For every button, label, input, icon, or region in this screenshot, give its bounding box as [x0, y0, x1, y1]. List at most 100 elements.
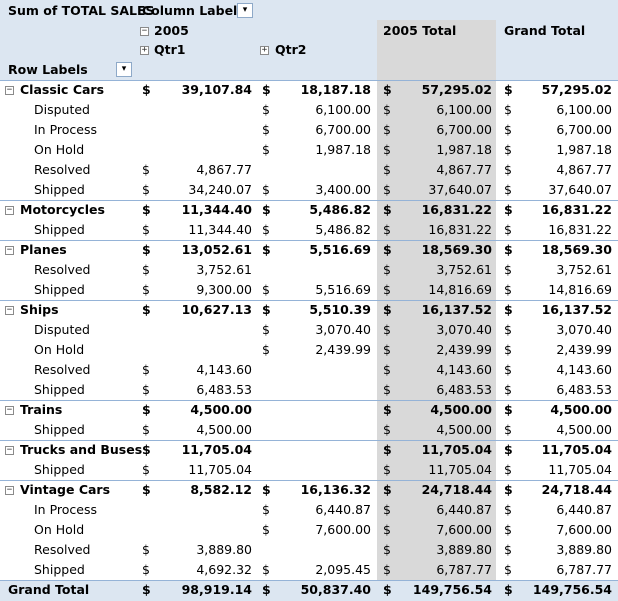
cell-qtr1[interactable]: 10,627.13: [181, 302, 252, 317]
collapse-row-icon[interactable]: −: [5, 305, 14, 315]
cell-grand-total[interactable]: 7,600.00: [556, 522, 612, 537]
cell-grand-total[interactable]: 37,640.07: [548, 182, 612, 197]
cell-grand-total[interactable]: 18,569.30: [541, 242, 612, 257]
cell-year-total[interactable]: 6,700.00: [436, 122, 492, 137]
row-item-label[interactable]: Disputed: [34, 102, 90, 117]
cell-qtr1[interactable]: 34,240.07: [188, 182, 252, 197]
cell-grand-total[interactable]: 6,787.77: [556, 562, 612, 577]
cell-year-total[interactable]: 6,483.53: [436, 382, 492, 397]
row-group-label[interactable]: Ships: [20, 302, 59, 317]
cell-qtr1[interactable]: [152, 321, 252, 339]
cell-qtr2[interactable]: 2,095.45: [315, 562, 371, 577]
cell-qtr1[interactable]: 3,752.61: [196, 262, 252, 277]
cell-qtr2[interactable]: 6,100.00: [315, 102, 371, 117]
row-item-label[interactable]: On Hold: [34, 522, 85, 537]
cell-qtr1[interactable]: 4,500.00: [196, 422, 252, 437]
cell-qtr1[interactable]: 4,692.32: [196, 562, 252, 577]
row-group-label[interactable]: Vintage Cars: [20, 482, 111, 497]
cell-qtr1[interactable]: 39,107.84: [181, 82, 252, 97]
cell-qtr2[interactable]: 1,987.18: [315, 142, 371, 157]
cell-qtr1[interactable]: 4,143.60: [196, 362, 252, 377]
cell-qtr2[interactable]: 5,486.82: [309, 202, 371, 217]
row-item-label[interactable]: Resolved: [34, 362, 91, 377]
cell-qtr1[interactable]: 11,344.40: [188, 222, 252, 237]
row-item-label[interactable]: Disputed: [34, 322, 90, 337]
cell-qtr2[interactable]: 18,187.18: [300, 82, 371, 97]
row-item-label[interactable]: On Hold: [34, 142, 85, 157]
row-item-label[interactable]: Shipped: [34, 422, 85, 437]
cell-year-total[interactable]: 16,831.22: [421, 202, 492, 217]
cell-qtr1[interactable]: 8,582.12: [190, 482, 252, 497]
cell-grand-total[interactable]: 4,500.00: [556, 422, 612, 437]
row-group-label[interactable]: Motorcycles: [20, 202, 105, 217]
collapse-row-icon[interactable]: −: [5, 485, 14, 495]
expand-qtr2-icon[interactable]: +: [260, 45, 269, 55]
row-group-label[interactable]: Planes: [20, 242, 67, 257]
cell-grand-total[interactable]: 6,440.87: [556, 502, 612, 517]
cell-qtr1[interactable]: 11,705.04: [181, 442, 252, 457]
cell-grand-total[interactable]: 3,889.80: [556, 542, 612, 557]
row-item-label[interactable]: In Process: [34, 502, 98, 517]
cell-qtr2[interactable]: 7,600.00: [315, 522, 371, 537]
cell-qtr2[interactable]: [271, 381, 371, 399]
cell-grand-total[interactable]: 11,705.04: [541, 442, 612, 457]
cell-qtr1[interactable]: [152, 121, 252, 139]
cell-year-total[interactable]: 16,831.22: [428, 222, 492, 237]
cell-grand-total[interactable]: 4,867.77: [556, 162, 612, 177]
cell-qtr2[interactable]: 3,400.00: [315, 182, 371, 197]
cell-grand-total[interactable]: 14,816.69: [548, 282, 612, 297]
cell-year-total[interactable]: 2,439.99: [436, 342, 492, 357]
cell-qtr1[interactable]: 9,300.00: [196, 282, 252, 297]
row-item-label[interactable]: Shipped: [34, 562, 85, 577]
cell-qtr2[interactable]: 2,439.99: [315, 342, 371, 357]
cell-qtr2[interactable]: [271, 541, 371, 559]
cell-qtr2[interactable]: 6,700.00: [315, 122, 371, 137]
row-item-label[interactable]: Shipped: [34, 282, 85, 297]
cell-qtr1[interactable]: 3,889.80: [196, 542, 252, 557]
cell-qtr2[interactable]: 6,440.87: [315, 502, 371, 517]
cell-grand-total[interactable]: 6,483.53: [556, 382, 612, 397]
cell-qtr1[interactable]: 13,052.61: [181, 242, 252, 257]
cell-qtr1[interactable]: [152, 141, 252, 159]
cell-grand-total[interactable]: 3,752.61: [556, 262, 612, 277]
row-item-label[interactable]: Shipped: [34, 222, 85, 237]
cell-qtr2[interactable]: 16,136.32: [300, 482, 371, 497]
cell-year-total[interactable]: 57,295.02: [421, 82, 492, 97]
expand-qtr1-icon[interactable]: +: [140, 45, 149, 55]
cell-qtr2[interactable]: [271, 421, 371, 439]
row-item-label[interactable]: Shipped: [34, 382, 85, 397]
cell-qtr2[interactable]: [271, 461, 371, 479]
dropdown-arrow-icon[interactable]: ▾: [116, 62, 132, 77]
cell-qtr2[interactable]: 5,516.69: [315, 282, 371, 297]
cell-year-total[interactable]: 4,867.77: [436, 162, 492, 177]
cell-year-total[interactable]: 3,070.40: [436, 322, 492, 337]
cell-grand-total[interactable]: 16,137.52: [541, 302, 612, 317]
cell-year-total[interactable]: 6,440.87: [436, 502, 492, 517]
cell-qtr2[interactable]: 5,486.82: [315, 222, 371, 237]
cell-year-total[interactable]: 16,137.52: [421, 302, 492, 317]
cell-grand-total[interactable]: 4,500.00: [550, 402, 612, 417]
cell-grand-total[interactable]: 11,705.04: [548, 462, 612, 477]
cell-year-total[interactable]: 6,787.77: [436, 562, 492, 577]
row-item-label[interactable]: Shipped: [34, 182, 85, 197]
cell-grand-total[interactable]: 6,100.00: [556, 102, 612, 117]
cell-qtr1[interactable]: 4,867.77: [196, 162, 252, 177]
cell-year-total[interactable]: 11,705.04: [428, 462, 492, 477]
row-group-label[interactable]: Trains: [20, 402, 63, 417]
cell-qtr1[interactable]: 4,500.00: [190, 402, 252, 417]
cell-year-total[interactable]: 24,718.44: [421, 482, 492, 497]
row-item-label[interactable]: On Hold: [34, 342, 85, 357]
cell-year-total[interactable]: 4,500.00: [430, 402, 492, 417]
cell-year-total[interactable]: 14,816.69: [428, 282, 492, 297]
collapse-row-icon[interactable]: −: [5, 205, 14, 215]
data-field-label[interactable]: Sum of TOTAL SALES: [8, 3, 155, 18]
cell-grand-total[interactable]: 57,295.02: [541, 82, 612, 97]
cell-year-total[interactable]: 3,752.61: [436, 262, 492, 277]
cell-year-total[interactable]: 37,640.07: [428, 182, 492, 197]
cell-year-total[interactable]: 4,500.00: [436, 422, 492, 437]
cell-qtr2[interactable]: [271, 361, 371, 379]
row-item-label[interactable]: Resolved: [34, 542, 91, 557]
row-item-label[interactable]: Shipped: [34, 462, 85, 477]
cell-qtr1[interactable]: [152, 341, 252, 359]
cell-qtr2[interactable]: [271, 161, 371, 179]
